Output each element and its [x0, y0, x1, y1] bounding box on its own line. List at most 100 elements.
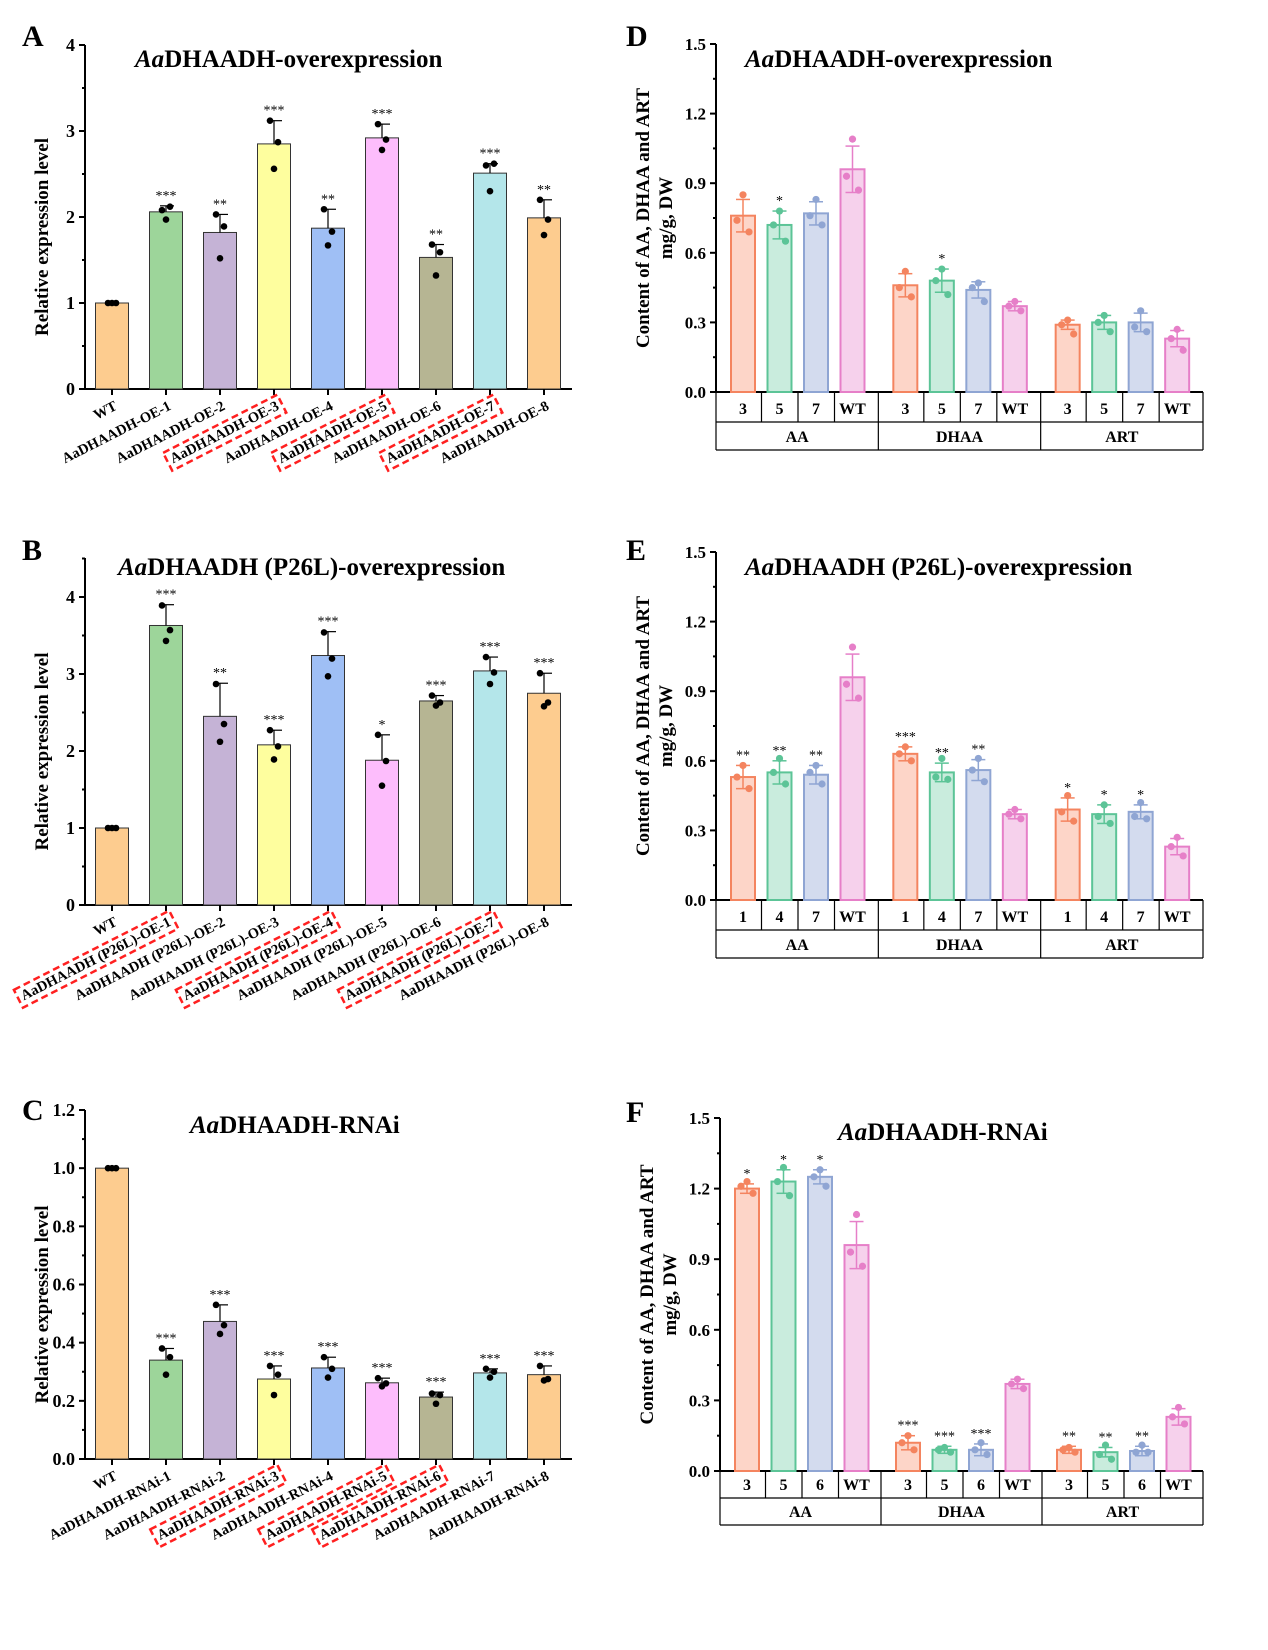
data-point [212, 1301, 220, 1309]
bar [730, 776, 756, 901]
highlight-box [161, 393, 288, 473]
data-point [1131, 323, 1139, 331]
data-point [1180, 1420, 1189, 1428]
data-point [846, 1248, 855, 1256]
y-axis-label: Relative expression level [32, 652, 53, 850]
sample-label: 6 [1138, 1477, 1146, 1494]
data-point [378, 782, 386, 789]
group-label: DHAA [938, 1504, 986, 1521]
chart-title-italic: Aa [743, 46, 774, 73]
group-label: DHAA [936, 429, 984, 446]
y-tick-label: 0 [66, 895, 75, 915]
x-tick-label-group: WT [91, 398, 120, 423]
data-point [775, 207, 784, 215]
data-point [901, 267, 909, 275]
y-tick-label: 0.6 [685, 752, 706, 771]
sample-label: 1 [1064, 909, 1072, 926]
data-point [274, 1371, 282, 1378]
sample-label: 7 [974, 909, 982, 926]
data-point [1167, 335, 1175, 343]
group-label: AA [789, 1504, 813, 1521]
significance-label: ** [429, 228, 443, 243]
significance-label: *** [534, 656, 555, 671]
chart-title-rest: DHAADH-overexpression [164, 46, 442, 73]
data-point [1167, 843, 1175, 851]
y-tick-label: 0.6 [53, 1275, 76, 1295]
bar [1127, 810, 1154, 902]
data-point [1005, 302, 1013, 310]
group-label: ART [1105, 429, 1139, 446]
data-point [932, 277, 940, 285]
panel-label: A [22, 20, 44, 53]
data-point [1179, 852, 1187, 860]
data-point [1137, 798, 1145, 807]
data-point [1011, 297, 1019, 306]
data-point [944, 775, 952, 783]
y-tick-label: 0.0 [53, 1449, 76, 1469]
bar [1001, 813, 1028, 901]
bar [807, 1175, 833, 1473]
data-point [1064, 792, 1072, 800]
data-point [274, 743, 282, 750]
bar [730, 214, 756, 393]
significance-label: * [780, 1153, 787, 1168]
sample-label: 4 [938, 909, 946, 926]
sample-label: WT [1001, 909, 1028, 926]
sample-label: 3 [739, 401, 747, 418]
data-point [212, 680, 220, 688]
data-point [220, 720, 228, 728]
data-point [904, 1432, 912, 1440]
panel-label: C [22, 1094, 44, 1127]
data-point [324, 673, 332, 680]
bar [1004, 1382, 1031, 1472]
y-tick-label: 0.9 [689, 1250, 710, 1269]
data-point [1144, 1448, 1152, 1456]
sample-label: WT [1001, 401, 1028, 418]
data-point [785, 1192, 794, 1200]
highlight-box [174, 909, 342, 1010]
significance-label: *** [372, 107, 393, 122]
group-label: AA [786, 937, 810, 954]
bar [473, 172, 507, 390]
data-point [733, 216, 741, 224]
sample-label: 1 [901, 909, 909, 926]
data-point [779, 1163, 788, 1172]
data-point [1137, 307, 1145, 315]
data-point [1101, 1441, 1110, 1449]
data-point [781, 237, 790, 245]
y-axis-unit-label: mg/g, DW [656, 685, 677, 767]
x-tick-label: WT [91, 1468, 120, 1493]
sample-label: WT [1165, 1477, 1192, 1494]
data-point [490, 669, 498, 676]
bar [965, 769, 992, 902]
y-tick-label: 0.4 [53, 1333, 76, 1353]
bar [892, 284, 919, 393]
y-axis-label: Content of AA, DHAA and ART [637, 1164, 658, 1424]
bar [843, 1244, 870, 1472]
data-point [968, 284, 976, 292]
y-tick-label: 1 [66, 293, 75, 313]
data-point [932, 773, 940, 781]
y-tick-label: 0.8 [53, 1216, 76, 1236]
data-point [842, 172, 851, 180]
x-tick-label-group: WT [91, 914, 120, 939]
data-point [482, 162, 490, 169]
data-point [486, 1374, 494, 1381]
data-point [540, 1377, 548, 1384]
x-tick-label: WT [91, 398, 120, 423]
significance-label: *** [534, 1349, 555, 1364]
significance-label: *** [264, 1349, 285, 1364]
data-point [983, 1450, 991, 1459]
chart-title-rest: DHAADH-RNAi [867, 1119, 1048, 1146]
significance-label: ** [213, 197, 227, 212]
data-point [745, 785, 753, 793]
data-point [382, 136, 390, 143]
y-tick-label: 0.2 [53, 1391, 76, 1411]
significance-label: ** [736, 748, 750, 763]
y-tick-label: 1.2 [53, 1100, 76, 1120]
bar [965, 288, 992, 394]
y-axis-label: Content of AA, DHAA and ART [633, 596, 654, 856]
data-point [1095, 1450, 1104, 1459]
y-tick-label: 0.0 [685, 891, 706, 910]
data-point [739, 191, 747, 199]
